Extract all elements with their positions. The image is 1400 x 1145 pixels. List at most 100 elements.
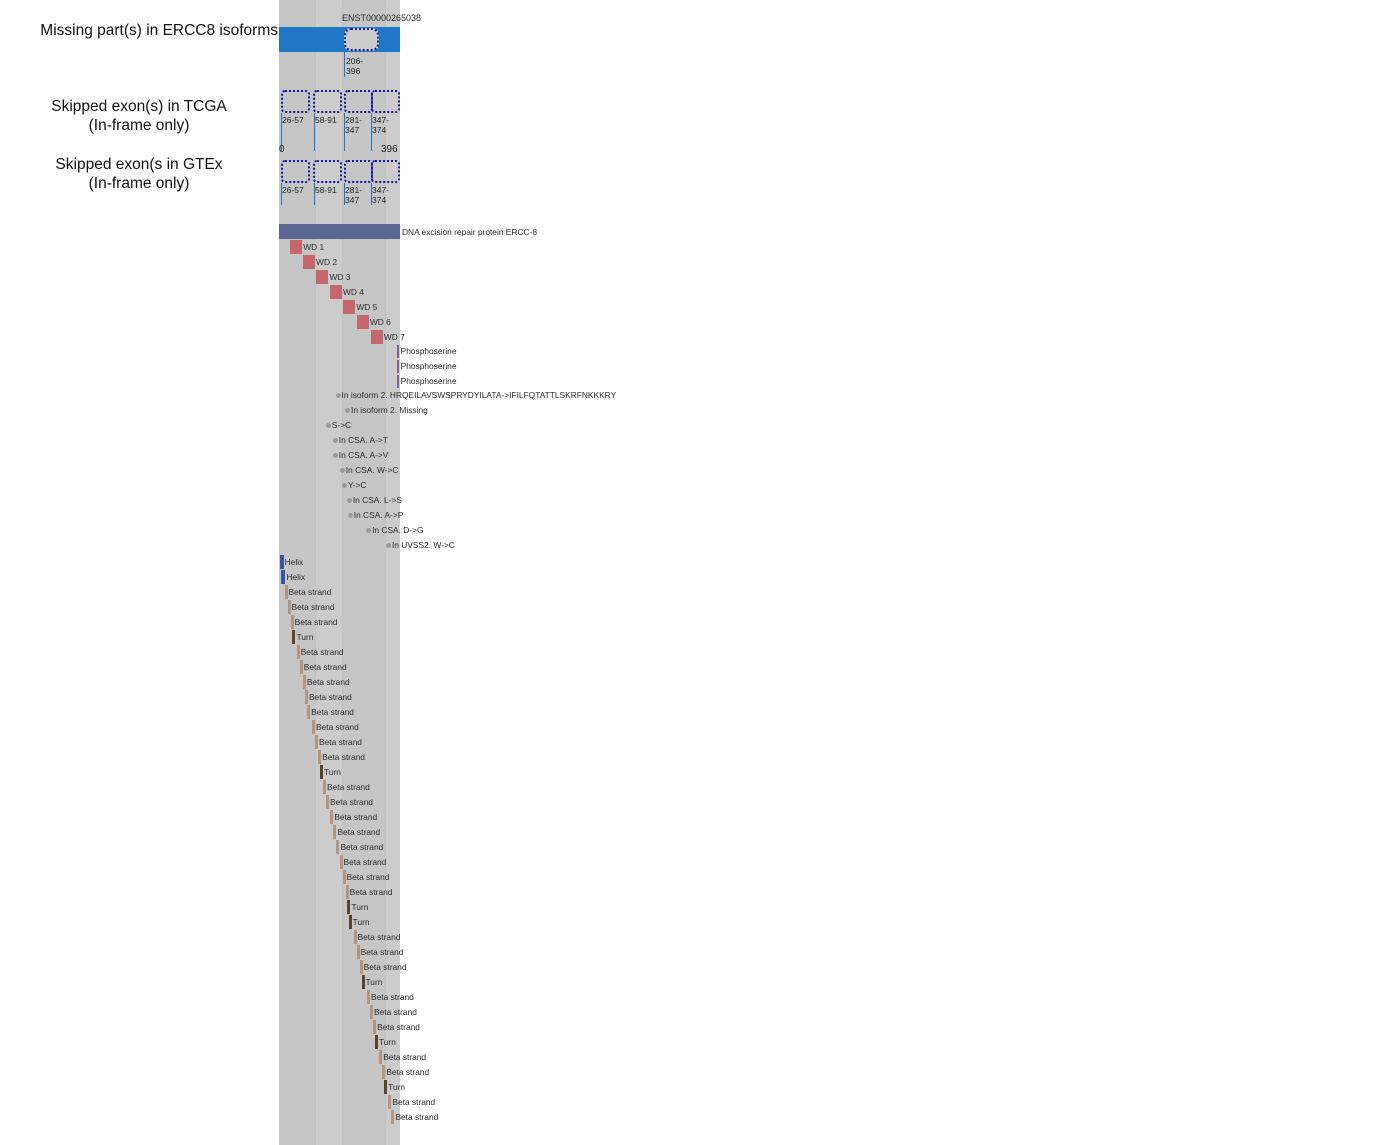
grid-line-1: [315, 0, 316, 1145]
secondary-structure-bar-37[interactable]: [388, 1095, 392, 1109]
gtex-exon-box-1[interactable]: [281, 160, 310, 183]
secondary-structure-bar-22[interactable]: [342, 870, 346, 884]
secondary-structure-bar-34[interactable]: [379, 1050, 383, 1064]
secondary-structure-label-3: Beta strand: [288, 587, 332, 597]
tcga-exon-label-4: 347- 374: [372, 115, 390, 135]
variant-dot-8[interactable]: [346, 498, 352, 503]
secondary-structure-label-10: Beta strand: [308, 692, 352, 702]
secondary-structure-bar-18[interactable]: [330, 810, 334, 824]
variant-dot-9[interactable]: [347, 513, 353, 518]
gtex-leader-1: [281, 183, 282, 205]
secondary-structure-label-14: Beta strand: [322, 752, 365, 762]
tcga-leader-1: [281, 113, 282, 151]
domain-bar-0[interactable]: [279, 224, 400, 239]
gtex-exon-box-2[interactable]: [313, 160, 342, 183]
wd-repeat-bar-7[interactable]: [370, 330, 383, 344]
tcga-leader-4: [371, 113, 372, 151]
secondary-structure-bar-26[interactable]: [353, 930, 357, 944]
track-background: [279, 0, 400, 1145]
variant-dot-4[interactable]: [332, 438, 338, 443]
phosphoserine-bar-3[interactable]: [396, 375, 399, 388]
gtex-exon-box-4[interactable]: [371, 160, 400, 183]
secondary-structure-label-38: Beta strand: [395, 1112, 439, 1122]
secondary-structure-bar-32[interactable]: [373, 1020, 377, 1034]
secondary-structure-label-5: Beta strand: [294, 617, 338, 627]
tcga-leader-2: [314, 113, 315, 151]
wd-repeat-label-6: WD 6: [369, 317, 391, 327]
secondary-structure-label-22: Beta strand: [346, 872, 390, 882]
variant-dot-3[interactable]: [325, 423, 331, 428]
tcga-exon-box-4[interactable]: [371, 90, 400, 113]
wd-repeat-bar-1[interactable]: [290, 240, 303, 254]
secondary-structure-label-8: Beta strand: [303, 662, 347, 672]
transcript-id-label: ENST00000265038: [342, 13, 422, 23]
secondary-structure-bar-3[interactable]: [284, 585, 288, 599]
variant-dot-6[interactable]: [339, 468, 345, 473]
secondary-structure-bar-21[interactable]: [339, 855, 343, 869]
secondary-structure-bar-35[interactable]: [382, 1065, 386, 1079]
secondary-structure-bar-28[interactable]: [359, 960, 363, 974]
secondary-structure-bar-27[interactable]: [356, 945, 360, 959]
secondary-structure-bar-7[interactable]: [296, 645, 300, 659]
secondary-structure-label-33: Turn: [378, 1037, 396, 1047]
variant-label-8: In CSA. L->S: [352, 495, 402, 505]
secondary-structure-bar-36[interactable]: [384, 1080, 388, 1094]
secondary-structure-bar-12[interactable]: [312, 720, 315, 734]
secondary-structure-label-37: Beta strand: [392, 1097, 436, 1107]
secondary-structure-bar-13[interactable]: [315, 735, 319, 749]
variant-dot-1[interactable]: [335, 393, 341, 398]
secondary-structure-bar-29[interactable]: [361, 975, 365, 989]
secondary-structure-bar-16[interactable]: [323, 780, 326, 794]
variant-label-2: In isoform 2. Missing: [351, 405, 428, 415]
secondary-structure-label-17: Beta strand: [330, 797, 373, 807]
secondary-structure-bar-10[interactable]: [304, 690, 308, 704]
gtex-exon-label-1: 26-57: [282, 185, 304, 195]
secondary-structure-bar-24[interactable]: [347, 900, 351, 914]
secondary-structure-bar-23[interactable]: [345, 885, 349, 899]
secondary-structure-label-12: Beta strand: [316, 722, 359, 732]
secondary-structure-bar-25[interactable]: [348, 915, 352, 929]
secondary-structure-bar-4[interactable]: [287, 600, 291, 614]
secondary-structure-bar-1[interactable]: [279, 555, 284, 569]
tcga-exon-box-1[interactable]: [281, 90, 310, 113]
variant-dot-7[interactable]: [341, 483, 347, 488]
secondary-structure-label-1: Helix: [284, 557, 304, 567]
isoform-bar[interactable]: [279, 27, 400, 52]
secondary-structure-label-24: Turn: [351, 902, 369, 912]
domain-label-0: DNA excision repair protein ERCC-8: [402, 227, 537, 237]
missing-region-box[interactable]: [344, 28, 379, 51]
secondary-structure-bar-2[interactable]: [281, 570, 286, 584]
tcga-exon-box-2[interactable]: [313, 90, 342, 113]
secondary-structure-bar-33[interactable]: [374, 1035, 378, 1049]
secondary-structure-bar-11[interactable]: [307, 705, 311, 719]
tcga-exon-box-3[interactable]: [344, 90, 373, 113]
variant-dot-11[interactable]: [385, 543, 391, 548]
secondary-structure-bar-8[interactable]: [299, 660, 303, 674]
wd-repeat-bar-4[interactable]: [329, 285, 342, 299]
gtex-exon-box-3[interactable]: [344, 160, 373, 183]
phosphoserine-bar-2[interactable]: [396, 360, 399, 373]
secondary-structure-bar-31[interactable]: [370, 1005, 374, 1019]
variant-dot-10[interactable]: [366, 528, 372, 533]
wd-repeat-bar-6[interactable]: [356, 315, 369, 329]
secondary-structure-bar-5[interactable]: [290, 615, 294, 629]
secondary-structure-bar-17[interactable]: [326, 795, 330, 809]
wd-repeat-label-2: WD 2: [316, 257, 337, 267]
secondary-structure-bar-19[interactable]: [333, 825, 337, 839]
variant-dot-5[interactable]: [332, 453, 338, 458]
secondary-structure-label-32: Beta strand: [377, 1022, 420, 1032]
secondary-structure-bar-14[interactable]: [318, 750, 322, 764]
wd-repeat-bar-2[interactable]: [302, 255, 316, 269]
secondary-structure-bar-38[interactable]: [391, 1110, 395, 1124]
secondary-structure-bar-30[interactable]: [367, 990, 370, 1004]
secondary-structure-bar-9[interactable]: [302, 675, 306, 689]
variant-dot-2[interactable]: [345, 408, 350, 413]
secondary-structure-bar-20[interactable]: [336, 840, 340, 854]
secondary-structure-bar-15[interactable]: [319, 765, 323, 779]
secondary-structure-bar-6[interactable]: [292, 630, 296, 644]
phosphoserine-bar-1[interactable]: [396, 345, 399, 358]
secondary-structure-label-31: Beta strand: [374, 1007, 417, 1017]
wd-repeat-bar-3[interactable]: [316, 270, 329, 284]
secondary-structure-label-16: Beta strand: [327, 782, 370, 792]
wd-repeat-bar-5[interactable]: [343, 300, 356, 314]
